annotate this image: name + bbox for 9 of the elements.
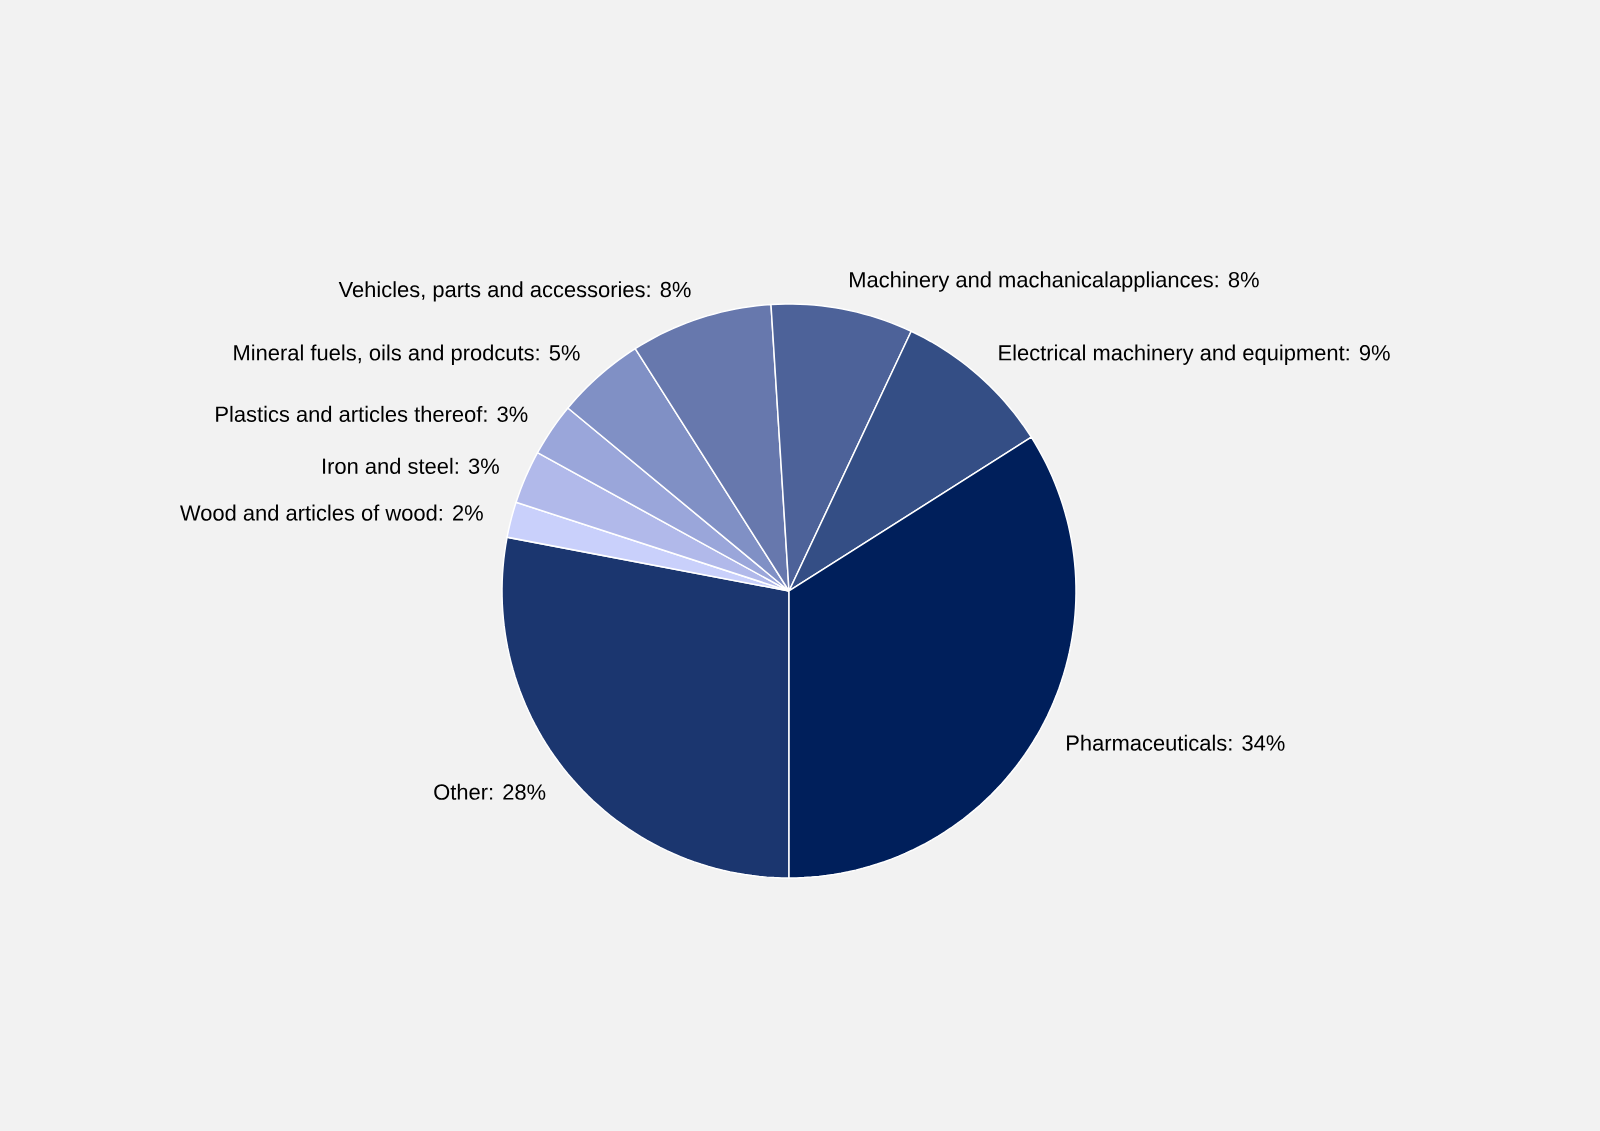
- data-label: Wood and articles of wood: 2%: [180, 504, 483, 521]
- data-label: Other: 28%: [434, 783, 546, 800]
- data-label: Plastics and articles thereof: 3%: [216, 405, 528, 422]
- data-label: Pharmaceuticals: 34%: [1067, 734, 1285, 751]
- data-label: Iron and steel: 3%: [323, 457, 499, 474]
- data-label: Electrical machinery and equipment: 9%: [999, 344, 1390, 365]
- data-label: Vehicles, parts and accessories: 8%: [338, 281, 691, 302]
- data-label: Mineral fuels, oils and prodcuts: 5%: [234, 344, 580, 365]
- data-label: Machinery and machanicalappliances: 8%: [850, 271, 1259, 292]
